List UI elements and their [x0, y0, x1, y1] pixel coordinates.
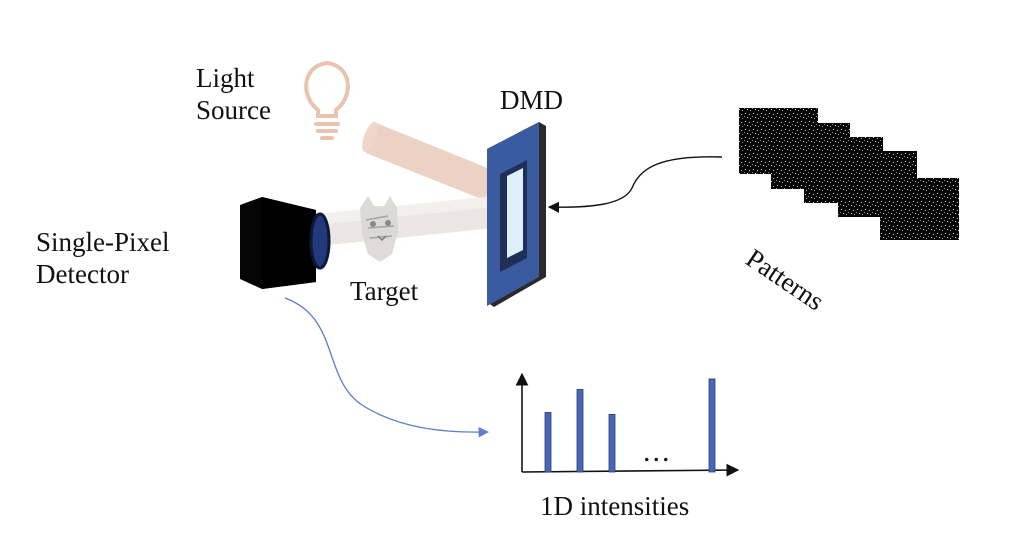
intensity-bar: [576, 389, 584, 473]
incident-light-beam: [362, 121, 512, 208]
patterns-to-dmd-arrow: [547, 156, 723, 213]
lightbulb-icon: [304, 60, 350, 140]
single-pixel-detector: [240, 197, 331, 289]
intensities-label: 1D intensities: [540, 491, 690, 521]
intensity-bar: [708, 378, 716, 473]
light-source-label: Light Source: [196, 62, 271, 127]
detector-label-line2: Detector: [36, 259, 129, 290]
cat-image-icon: [360, 196, 398, 262]
light-source-label-line1: Light: [196, 63, 255, 93]
dmd-label: DMD: [500, 85, 564, 115]
detector-label-line1: Single-Pixel: [36, 227, 170, 257]
intensity-bars: [544, 378, 716, 473]
light-source-label-line2: Source: [196, 95, 271, 126]
intensity-bar: [544, 412, 552, 473]
x-axis: [521, 463, 740, 477]
pattern-stack: [739, 108, 959, 240]
intensity-bar: [608, 413, 616, 473]
intensity-chart: [515, 372, 740, 477]
dmd-device: [487, 122, 546, 307]
detector-to-chart-arrow: [284, 297, 490, 438]
chart-ellipsis: ...: [643, 435, 672, 468]
target-label: Target: [350, 276, 419, 306]
detector-label: Single-Pixel Detector: [36, 226, 170, 291]
reflected-light-beam: [318, 194, 514, 246]
